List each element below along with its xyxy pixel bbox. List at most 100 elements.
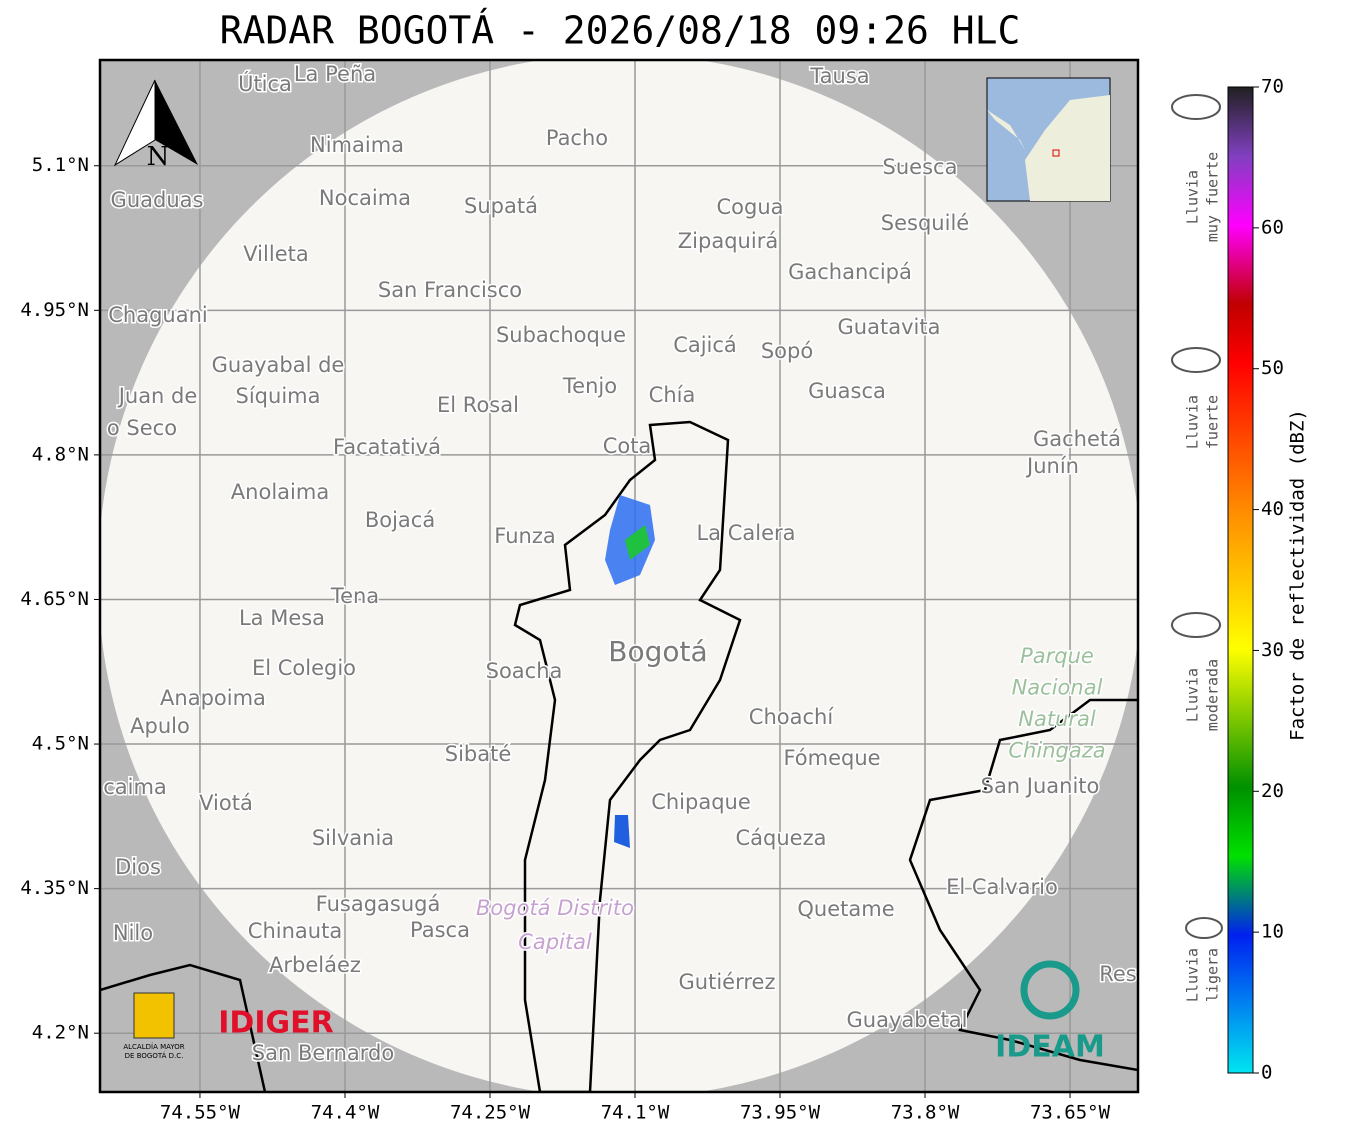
place-label: Apulo <box>130 714 190 738</box>
x-tick-label: 74.55°W <box>160 1102 241 1124</box>
place-label: Chía <box>649 383 696 407</box>
x-tick-label: 73.95°W <box>740 1102 821 1124</box>
alcaldia-text: DE BOGOTÁ D.C. <box>125 1051 184 1060</box>
place-label: Sibaté <box>445 742 512 766</box>
legend-label: Lluvia <box>1184 948 1202 1002</box>
place-label: El Rosal <box>437 393 519 417</box>
place-label: caima <box>103 775 167 799</box>
place-label: El Colegio <box>252 656 356 680</box>
place-label: El Calvario <box>946 875 1058 899</box>
place-label: Cogua <box>716 195 783 219</box>
x-tick-label: 74.4°W <box>311 1102 380 1124</box>
radar-echo <box>614 815 630 848</box>
place-label: Facatativá <box>333 435 441 459</box>
legend-label: moderada <box>1204 659 1222 731</box>
colorbar-label: Factor de reflectividad (dBZ) <box>1287 409 1309 741</box>
legend-label: fuerte <box>1204 395 1222 449</box>
place-label: Cota <box>603 434 652 458</box>
department-boundary <box>908 698 1138 1072</box>
place-label: Útica <box>238 71 292 96</box>
inset-location <box>1052 149 1060 157</box>
place-label: Suesca <box>883 155 958 179</box>
place-label: Guatavita <box>838 315 941 339</box>
north-label: N <box>147 142 170 172</box>
idiger-logo: IDIGER <box>218 1006 333 1041</box>
place-label: Villeta <box>243 242 308 266</box>
legend-label: Lluvia <box>1184 395 1202 449</box>
alcaldia-shield <box>133 992 175 1039</box>
place-label: Tena <box>330 584 379 608</box>
x-tick-label: 74.25°W <box>450 1102 531 1124</box>
place-label: Juan de <box>117 384 198 408</box>
colorbar-tick-label: 70 <box>1261 76 1284 98</box>
place-label: Guayabetal <box>847 1008 968 1032</box>
x-tick-label: 73.8°W <box>891 1102 960 1124</box>
place-label: Zipaquirá <box>678 229 778 253</box>
y-tick-label: 4.8°N <box>32 443 89 465</box>
place-label: Guaduas <box>111 188 204 212</box>
y-tick-label: 5.1°N <box>32 154 89 176</box>
north-arrow <box>155 80 198 165</box>
y-tick-label: 4.65°N <box>20 588 89 610</box>
place-label: Bojacá <box>365 508 435 532</box>
place-label: Funza <box>494 524 555 548</box>
x-tick-label: 73.65°W <box>1030 1102 1111 1124</box>
place-label: Choachí <box>749 705 835 729</box>
place-label: Nilo <box>113 921 153 945</box>
place-label: Anapoima <box>160 686 266 710</box>
legend-label: Lluvia <box>1184 668 1202 722</box>
park-label: Chingaza <box>1008 739 1105 763</box>
place-label: Tenjo <box>562 374 617 398</box>
place-label: Chipaque <box>651 790 751 814</box>
place-label: Sopó <box>761 339 813 363</box>
place-label: Guasca <box>808 379 886 403</box>
legend-label: ligera <box>1204 948 1222 1002</box>
bogota-boundary <box>513 420 742 1092</box>
y-tick-label: 4.5°N <box>32 733 89 755</box>
legend-label: Lluvia <box>1184 170 1202 224</box>
park-label: Nacional <box>1012 676 1103 700</box>
place-label: Fusagasugá <box>316 892 441 916</box>
map-frame <box>98 58 1140 1094</box>
place-label: Dios <box>115 855 161 879</box>
ideam-logo: IDEAM <box>995 1030 1105 1065</box>
place-label: La Calera <box>696 521 795 545</box>
park-label: Natural <box>1018 707 1096 731</box>
district-label: Capital <box>518 930 592 954</box>
place-label: Nocaima <box>319 186 411 210</box>
y-tick-label: 4.35°N <box>20 877 89 899</box>
y-tick-label: 4.95°N <box>20 299 89 321</box>
y-tick-label: 4.2°N <box>32 1022 89 1044</box>
colorbar-tick-label: 50 <box>1261 357 1284 379</box>
place-label: Sesquilé <box>881 211 969 235</box>
place-label: Anolaima <box>231 480 329 504</box>
place-label: Arbeláez <box>269 953 361 977</box>
place-label: Soacha <box>486 659 563 683</box>
place-label: Pasca <box>410 918 470 942</box>
place-label: Junín <box>1025 454 1079 478</box>
place-label: La Peña <box>294 62 376 86</box>
place-label: Síquima <box>236 384 321 408</box>
title: RADAR BOGOTÁ - 2026/08/18 09:26 HLC <box>220 9 1021 53</box>
place-label: Supatá <box>464 194 538 218</box>
place-label: La Mesa <box>239 606 325 630</box>
place-label: Res <box>1099 962 1137 986</box>
park-label: Parque <box>1020 644 1094 668</box>
place-label: Gutiérrez <box>679 970 776 994</box>
radar-echo <box>625 525 650 560</box>
inset-land <box>987 95 1110 201</box>
place-label: Chaguani <box>108 303 208 327</box>
place-label: Cajicá <box>673 333 737 357</box>
legend-label: muy fuerte <box>1204 152 1222 242</box>
colorbar-tick-label: 10 <box>1261 921 1284 943</box>
place-label: Chinauta <box>248 919 342 943</box>
x-tick-label: 74.1°W <box>601 1102 670 1124</box>
place-label: Bogotá <box>608 635 707 668</box>
place-label: Gachetá <box>1033 427 1121 451</box>
place-label: Guayabal de <box>212 353 345 377</box>
legend-icons <box>1171 94 1223 939</box>
place-label: Silvania <box>312 826 394 850</box>
map-area: N ALCALDÍA MAYOR DE BOGOTÁ D.C. IDIGER I… <box>100 60 1138 1092</box>
colorbar-tick-label: 60 <box>1261 216 1284 238</box>
place-label: Tausa <box>809 64 869 88</box>
